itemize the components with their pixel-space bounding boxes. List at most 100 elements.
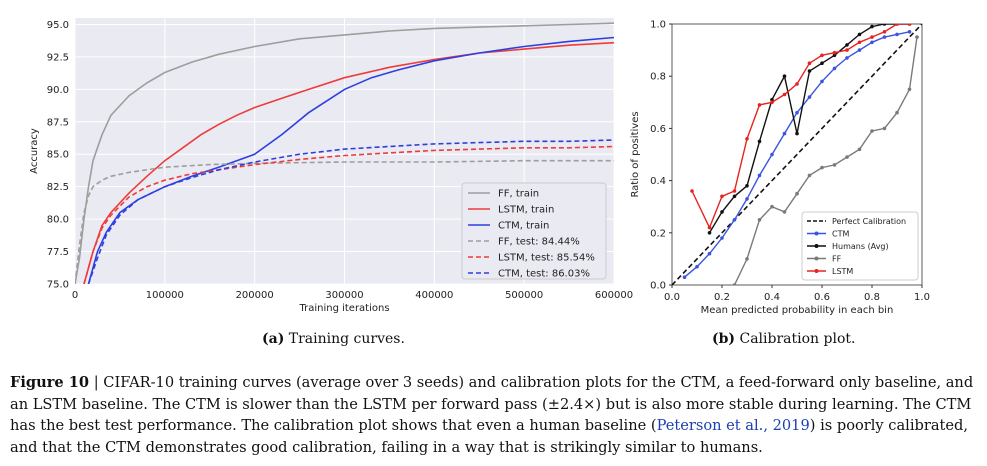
legend-box-b bbox=[801, 211, 919, 281]
data-point-ff bbox=[857, 147, 862, 152]
data-point-ff bbox=[882, 126, 887, 131]
series-line-lstm bbox=[691, 24, 910, 230]
data-point-humans-avg bbox=[857, 32, 862, 37]
legend-label: CTM, test: 86.03% bbox=[498, 269, 590, 280]
legend-label: CTM, train bbox=[498, 221, 549, 232]
data-point-humans-avg bbox=[820, 61, 824, 65]
data-point-lstm bbox=[757, 103, 762, 107]
data-point-humans-avg bbox=[870, 24, 874, 29]
legend-marker-b bbox=[814, 231, 819, 236]
data-point-ff bbox=[845, 155, 849, 159]
data-point-ctm bbox=[770, 152, 774, 157]
data-point-ctm bbox=[845, 56, 849, 60]
x-tick-label: 100000 bbox=[146, 290, 184, 301]
data-point-ff bbox=[757, 218, 762, 222]
data-point-ctm bbox=[882, 35, 887, 39]
figure-caption-part1: CIFAR-10 training curves (average over 3… bbox=[10, 374, 974, 435]
data-point-ctm bbox=[832, 66, 837, 71]
series-lines-b bbox=[672, 24, 922, 285]
y-tick-label: 95.0 bbox=[47, 20, 69, 31]
legend-label-b: CTM bbox=[832, 230, 849, 239]
x-tick-label: 200000 bbox=[236, 290, 274, 301]
data-point-ctm bbox=[720, 236, 724, 240]
data-point-humans-avg bbox=[832, 53, 837, 58]
data-point-ff bbox=[782, 210, 787, 214]
y-axis-label-b: Ratio of positives bbox=[630, 111, 641, 197]
y-tick-label: 85.0 bbox=[47, 150, 69, 161]
data-point-humans-avg bbox=[732, 194, 737, 199]
series-line-ff-train bbox=[75, 22, 614, 284]
data-point-ctm bbox=[820, 79, 824, 84]
data-point-ctm bbox=[857, 48, 862, 52]
data-point-ff bbox=[807, 173, 812, 178]
data-point-ctm bbox=[895, 32, 899, 37]
y-axis-label: Accuracy bbox=[29, 128, 40, 174]
data-point-ctm bbox=[795, 110, 799, 115]
data-point-humans-avg bbox=[882, 24, 887, 26]
data-point-ctm bbox=[757, 173, 762, 178]
y-tick-label: 77.5 bbox=[47, 247, 69, 258]
data-point-lstm bbox=[820, 53, 824, 58]
data-point-ctm bbox=[807, 95, 812, 99]
data-point-ctm bbox=[707, 251, 712, 256]
y-tick-label: 80.0 bbox=[47, 215, 69, 226]
data-point-ctm bbox=[682, 275, 687, 280]
series-line-lstm-test-85-54 bbox=[83, 145, 614, 284]
data-point-lstm bbox=[732, 189, 737, 193]
legend-marker-b bbox=[814, 269, 819, 273]
data-point-ff bbox=[907, 87, 912, 92]
legend-label-b: LSTM bbox=[832, 267, 853, 276]
y-tick-label-b: 1.0 bbox=[650, 20, 666, 31]
legend-label-b: FF bbox=[832, 255, 842, 264]
data-point-lstm bbox=[745, 137, 749, 141]
data-point-humans-avg bbox=[770, 97, 774, 102]
figure-caption-part2: ) is poorly calibrated, and that the CTM… bbox=[10, 417, 969, 456]
legend-marker-b bbox=[814, 256, 819, 261]
x-tick-label: 400000 bbox=[415, 290, 453, 301]
data-point-lstm bbox=[720, 194, 724, 199]
data-point-ctm bbox=[782, 131, 787, 136]
x-tick-label-b: 0.6 bbox=[814, 292, 830, 303]
data-point-ff bbox=[832, 163, 837, 167]
data-point-humans-avg bbox=[707, 231, 712, 235]
x-tick-label-b: 1.0 bbox=[914, 292, 930, 303]
data-point-lstm bbox=[857, 40, 862, 45]
y-tick-label-b: 0.6 bbox=[650, 124, 666, 135]
data-point-ff bbox=[870, 129, 874, 133]
y-tick-label-b: 0.0 bbox=[650, 281, 666, 292]
data-point-humans-avg bbox=[795, 131, 799, 136]
data-point-humans-avg bbox=[845, 43, 849, 47]
data-point-humans-avg bbox=[757, 139, 762, 144]
calibration-plot: 0.0 0.2 0.4 0.6 0.8 1.0 0.0 0.2 0.4 0.6 0.8 1.0 Mean… bbox=[630, 20, 930, 317]
data-point-humans-avg bbox=[745, 184, 749, 188]
figure-caption-sep: | bbox=[89, 374, 104, 391]
data-point-ctm bbox=[870, 40, 874, 45]
legend-label: LSTM, train bbox=[498, 205, 554, 216]
data-point-lstm bbox=[845, 48, 849, 52]
data-point-lstm bbox=[807, 61, 812, 65]
citation-link[interactable]: Peterson et al., 2019 bbox=[656, 417, 810, 435]
data-point-ctm bbox=[695, 264, 699, 269]
legend-a: FF, train LSTM, train CTM, train FF, test: … bbox=[461, 182, 607, 280]
data-point-lstm bbox=[882, 30, 887, 34]
y-tick-label-b: 0.2 bbox=[650, 228, 666, 239]
series-line-perfect-calibration bbox=[672, 24, 922, 285]
data-point-humans-avg bbox=[807, 69, 812, 73]
data-point-ff bbox=[820, 165, 824, 170]
series-lines-a bbox=[75, 22, 614, 284]
data-point-lstm bbox=[907, 24, 912, 26]
training-curves-plot: 75.0 77.5 80.0 82.5 85.0 87.5 90.0 92.5 95.0 0 100… bbox=[29, 18, 633, 314]
series-line-ctm-test-86-03 bbox=[87, 139, 614, 284]
x-tick-label: 300000 bbox=[325, 290, 363, 301]
data-point-lstm bbox=[782, 92, 787, 97]
data-point-humans-avg bbox=[782, 74, 787, 78]
legend-b: Perfect Calibration CTM Humans (Avg) FF LSTM bbox=[801, 211, 919, 281]
panel-a-caption: (a) Training curves. bbox=[262, 331, 405, 347]
x-tick-label-b: 0.4 bbox=[764, 292, 780, 303]
data-point-lstm bbox=[707, 225, 712, 230]
data-point-ff bbox=[770, 204, 774, 209]
x-axis-label-b: Mean predicted probability in each bin bbox=[701, 305, 894, 316]
y-tick-label-b: 0.4 bbox=[650, 176, 666, 187]
legend-label-b: Humans (Avg) bbox=[832, 242, 889, 251]
